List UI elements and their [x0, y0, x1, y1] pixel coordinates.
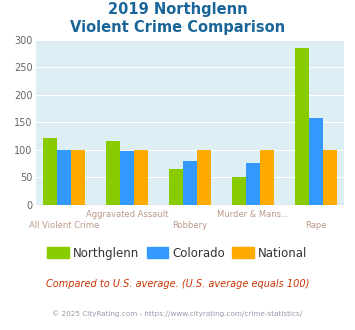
Text: © 2025 CityRating.com - https://www.cityrating.com/crime-statistics/: © 2025 CityRating.com - https://www.city…	[53, 310, 302, 317]
Text: Rape: Rape	[305, 221, 327, 230]
Bar	[120, 151, 134, 205]
Text: All Violent Crime: All Violent Crime	[29, 221, 99, 230]
Text: Compared to U.S. average. (U.S. average equals 100): Compared to U.S. average. (U.S. average …	[46, 279, 309, 289]
Bar	[71, 149, 84, 205]
Bar	[295, 48, 309, 205]
Bar	[106, 141, 120, 205]
Bar	[57, 149, 71, 205]
Text: Aggravated Assault: Aggravated Assault	[86, 210, 168, 218]
Bar	[309, 118, 323, 205]
Text: Murder & Mans...: Murder & Mans...	[217, 210, 289, 218]
Text: Violent Crime Comparison: Violent Crime Comparison	[70, 20, 285, 35]
Bar	[232, 177, 246, 205]
Bar	[134, 149, 148, 205]
Bar	[260, 149, 274, 205]
Bar	[246, 163, 260, 205]
Bar	[43, 138, 57, 205]
Bar	[197, 149, 211, 205]
Bar	[183, 161, 197, 205]
Text: Robbery: Robbery	[173, 221, 207, 230]
Text: 2019 Northglenn: 2019 Northglenn	[108, 2, 247, 16]
Legend: Northglenn, Colorado, National: Northglenn, Colorado, National	[43, 242, 312, 264]
Bar	[169, 169, 183, 205]
Bar	[323, 149, 337, 205]
